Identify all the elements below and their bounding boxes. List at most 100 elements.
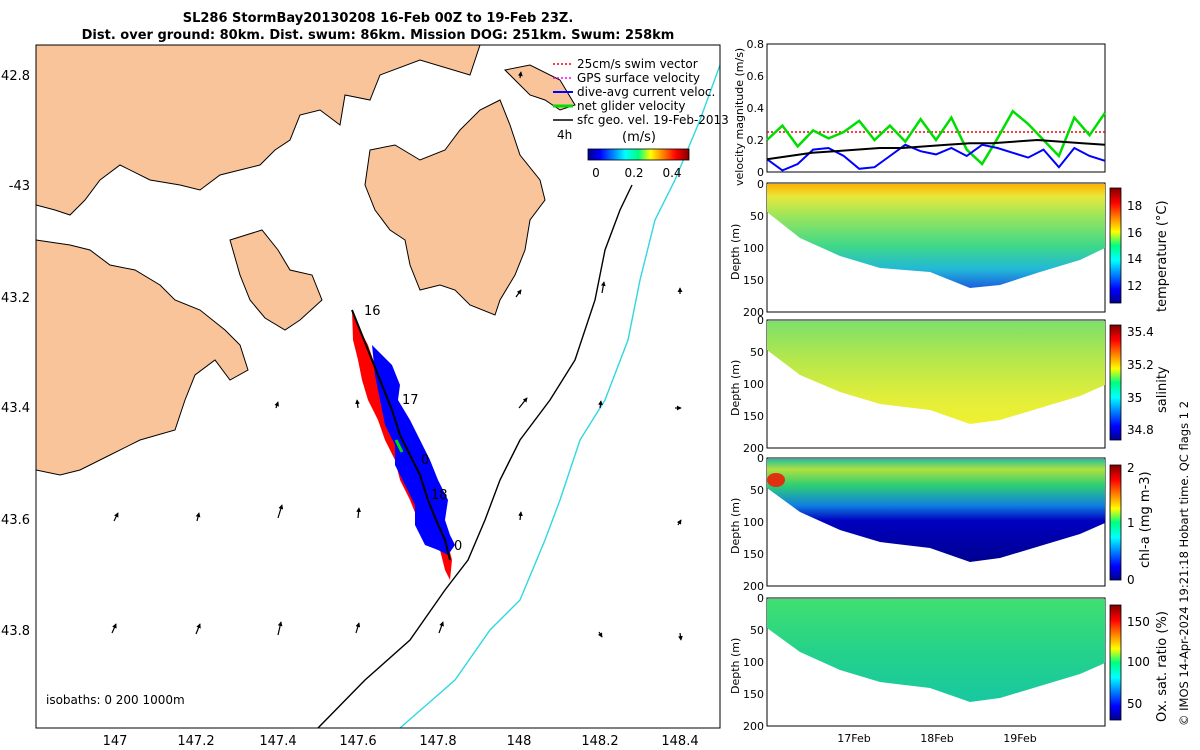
depth-tick: 0 <box>757 592 764 605</box>
lat-tick: 42.8 <box>1 69 30 84</box>
geo-arrow <box>515 289 522 298</box>
velocity-y-axis: 0.8 0.6 0.4 0.2 0 <box>747 38 765 179</box>
depth-tick: 0 <box>757 452 764 465</box>
day-label-0b: 0 <box>454 539 462 554</box>
cbar-tick: 34.8 <box>1127 423 1154 437</box>
temperature-cbar-label: temperature (°C) <box>1155 200 1170 312</box>
lat-tick: 43.8 <box>1 624 30 639</box>
legend-sfcgeo-label: sfc geo. vel. 19-Feb-2013 <box>577 113 729 127</box>
map-panel: 16 17 0 18 0 25cm/s swim vector GPS surf… <box>1 44 729 749</box>
depth-tick: 0 <box>757 178 764 191</box>
depth-tick: 200 <box>743 442 764 455</box>
depth-tick: 100 <box>743 516 764 529</box>
geo-arrow <box>600 281 606 294</box>
time-tick: 19Feb <box>1003 732 1036 745</box>
lon-tick: 147.8 <box>419 734 456 749</box>
salinity-colorbar-ticks: 34.8 35 35.2 35.4 <box>1127 325 1154 437</box>
geo-arrow <box>518 397 528 409</box>
geo-arrow <box>517 71 523 79</box>
velocity-series-1 <box>766 109 1107 166</box>
title-line-1: SL286 StormBay20130208 16-Feb 00Z to 19-… <box>183 11 574 26</box>
isobaths-label: isobaths: 0 200 1000m <box>46 693 185 707</box>
geo-arrow <box>195 512 201 522</box>
salinity-field <box>767 321 1105 424</box>
map-colorbar <box>587 148 690 161</box>
depth-tick: 150 <box>743 548 764 561</box>
chla-colorbar-ticks: 0 1 2 <box>1127 461 1135 587</box>
depth-tick: 50 <box>750 624 764 637</box>
map-x-axis: 147 147.2 147.4 147.6 147.8 148 148.2 14… <box>103 734 699 749</box>
depth-tick: 150 <box>743 688 764 701</box>
cbar-tick: 14 <box>1127 252 1142 266</box>
chla-y-axis: 0 50 100 150 200 <box>743 452 764 593</box>
vel-tick: 0 <box>757 166 764 179</box>
temperature-colorbar-ticks: 12 14 16 18 <box>1127 199 1142 293</box>
lon-tick: 147.4 <box>259 734 296 749</box>
velocity-panel: 0.8 0.6 0.4 0.2 0 velocity magnitude (m/… <box>733 38 1107 186</box>
geo-arrow <box>274 401 280 409</box>
velocity-ylabel: velocity magnitude (m/s) <box>733 48 746 186</box>
cbar-tick: 2 <box>1127 461 1135 475</box>
oxygen-cbar-label: Ox. sat. ratio (%) <box>1155 611 1170 722</box>
geo-arrow <box>111 623 117 634</box>
oxygen-field <box>767 599 1105 702</box>
day-label-16: 16 <box>364 304 381 319</box>
day-label-18: 18 <box>431 488 448 503</box>
oxygen-y-axis: 0 50 100 150 200 <box>743 592 764 733</box>
oxygen-ylabel: Depth (m) <box>729 638 742 694</box>
cbar-tick: 1 <box>1127 516 1135 530</box>
geo-arrow <box>355 399 360 409</box>
geo-arrow <box>678 632 683 641</box>
vel-tick: 0.6 <box>747 70 765 83</box>
time-x-axis: 17Feb 18Feb 19Feb <box>837 732 1036 745</box>
glider-track <box>351 309 455 580</box>
geo-arrow <box>598 400 603 409</box>
salinity-panel: 0 50 100 150 200 Depth (m) 34.8 35 35.2 … <box>729 314 1170 455</box>
legend-gps-label: GPS surface velocity <box>577 71 700 85</box>
temperature-ylabel: Depth (m) <box>729 224 742 280</box>
geo-arrow <box>277 621 283 636</box>
land-central-peninsula <box>229 229 323 331</box>
lon-tick: 148.2 <box>581 734 618 749</box>
temperature-field <box>767 184 1105 288</box>
legend-diveavg-label: dive-avg current veloc. <box>577 85 715 99</box>
velocity-series-2 <box>766 143 1106 172</box>
vel-tick: 0.8 <box>747 38 765 51</box>
salinity-colorbar <box>1109 324 1122 441</box>
map-y-axis: 42.8 -43 43.2 43.4 43.6 43.8 <box>1 69 30 639</box>
depth-tick: 50 <box>750 484 764 497</box>
oxygen-colorbar <box>1109 604 1122 721</box>
depth-tick: 0 <box>757 314 764 327</box>
lon-tick: 147 <box>103 734 128 749</box>
day-label-17: 17 <box>402 393 419 408</box>
legend-net-label: net glider velocity <box>577 99 685 113</box>
temperature-colorbar <box>1109 187 1122 304</box>
oxygen-panel: 0 50 100 150 200 Depth (m) 50 100 150 Ox… <box>729 592 1170 745</box>
lon-tick: 147.6 <box>339 734 376 749</box>
colorbar-units: (m/s) <box>622 130 656 145</box>
chla-ylabel: Depth (m) <box>729 498 742 554</box>
chla-cbar-label: chl-a (mg m-3) <box>1138 471 1153 568</box>
salinity-cbar-label: salinity <box>1155 366 1170 413</box>
lat-tick: -43 <box>9 179 30 194</box>
time-tick: 17Feb <box>837 732 870 745</box>
vel-tick: 0.4 <box>747 102 765 115</box>
depth-tick: 50 <box>750 210 764 223</box>
legend-swim-label: 25cm/s swim vector <box>577 57 698 71</box>
time-tick: 18Feb <box>920 732 953 745</box>
cbar-tick: 18 <box>1127 199 1142 213</box>
salinity-y-axis: 0 50 100 150 200 <box>743 314 764 455</box>
temperature-panel: 0 50 100 150 200 Depth (m) 12 14 16 18 t… <box>729 178 1170 319</box>
isobath-1000m <box>399 64 721 729</box>
isobath-200m <box>317 184 633 729</box>
map-legend: 25cm/s swim vector GPS surface velocity … <box>553 57 729 180</box>
colorbar-prefix: 4h <box>557 128 572 142</box>
land-northwest <box>35 44 481 216</box>
velocity-frame <box>766 43 1106 173</box>
land-southwest <box>35 239 249 476</box>
track-green-segment <box>394 439 404 453</box>
cbar-tick: 35 <box>1127 391 1142 405</box>
chla-colorbar <box>1109 464 1122 581</box>
lon-tick: 147.2 <box>177 734 214 749</box>
